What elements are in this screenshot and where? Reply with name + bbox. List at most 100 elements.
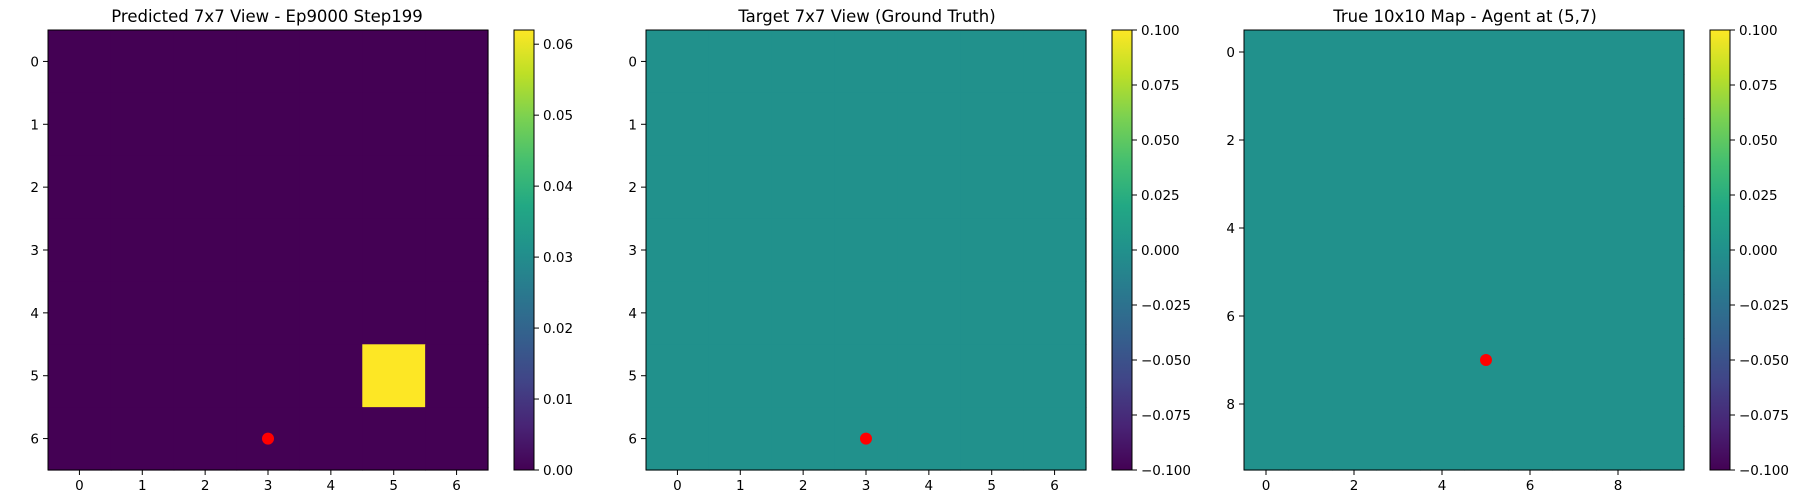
heatmap-cell (708, 92, 773, 157)
heatmap-cell (646, 30, 710, 94)
heatmap-cell (1420, 382, 1465, 427)
heatmap-cell (1288, 294, 1333, 339)
heatmap-cell (1288, 250, 1333, 295)
x-tick-label: 1 (736, 478, 745, 494)
panel-true-map-agent-marker (1480, 354, 1492, 366)
heatmap-cell (1332, 206, 1377, 251)
heatmap-cell (1420, 294, 1465, 339)
heatmap-cell (299, 30, 363, 94)
x-tick-label: 2 (1350, 478, 1359, 494)
colorbar-tick-label: 0.02 (543, 321, 573, 337)
heatmap-cell (1023, 281, 1087, 345)
heatmap-cell (425, 218, 489, 283)
heatmap-cell (425, 281, 489, 345)
x-tick-label: 6 (452, 478, 461, 494)
heatmap-cell (1596, 294, 1641, 339)
x-tick-label: 6 (1526, 478, 1535, 494)
heatmap-cell (1552, 382, 1597, 427)
heatmap-cell (1376, 294, 1421, 339)
heatmap-cell (897, 344, 961, 408)
heatmap-cell (110, 30, 175, 94)
heatmap-cell (897, 92, 961, 157)
heatmap-cell (1640, 162, 1685, 207)
heatmap-cell (362, 155, 426, 220)
heatmap-cell (646, 155, 710, 220)
x-tick-label: 0 (673, 478, 682, 494)
colorbar-tick-label: 0.050 (1141, 133, 1180, 149)
y-tick-label: 5 (628, 369, 637, 385)
x-tick-label: 4 (1438, 478, 1447, 494)
heatmap-cell (1420, 426, 1465, 471)
y-tick-label: 2 (628, 180, 637, 196)
heatmap-cell (425, 407, 489, 471)
colorbar-tick-label: −0.025 (1739, 298, 1789, 314)
heatmap-cell (708, 344, 773, 408)
heatmap-cell (708, 218, 773, 283)
heatmap-cell (1640, 338, 1685, 383)
heatmap-cell (1464, 382, 1509, 427)
heatmap-cell (1420, 162, 1465, 207)
heatmap-cell (1376, 250, 1421, 295)
heatmap-cell (960, 407, 1024, 471)
heatmap-cell (1376, 338, 1421, 383)
heatmap-cell (299, 92, 363, 157)
heatmap-cell (236, 218, 301, 283)
heatmap-cell (897, 30, 961, 94)
heatmap-cell (771, 344, 836, 408)
heatmap-cell (708, 155, 773, 220)
heatmap-cell (1023, 155, 1087, 220)
colorbar-tick-label: 0.000 (1141, 243, 1180, 259)
x-tick-label: 2 (799, 478, 808, 494)
panel-true-map: True 10x10 Map - Agent at (5,7) 0 2 4 6 8 0 2 4… (1226, 7, 1789, 494)
heatmap-cell (1376, 426, 1421, 471)
heatmap-cell (1023, 92, 1087, 157)
heatmap-cell (1508, 338, 1553, 383)
colorbar-tick-label: −0.025 (1141, 298, 1191, 314)
heatmap-cell (1288, 338, 1333, 383)
colorbar-tick-label: 0.100 (1141, 23, 1180, 39)
heatmap-cell (1288, 74, 1333, 119)
panel-target-colorbar-ticks: 0.100 0.075 0.050 0.025 0.000 −0.025 −0.050 −0.… (1132, 23, 1191, 479)
colorbar-tick-label: 0.03 (543, 250, 573, 266)
panel-target-ticks: 0 1 2 3 4 5 6 0 1 2 3 4 5 6 (628, 54, 1058, 494)
heatmap-cell (834, 30, 899, 94)
heatmap-cell (708, 281, 773, 345)
heatmap-cell (48, 155, 112, 220)
heatmap-cell (173, 218, 238, 283)
heatmap-cell (48, 30, 112, 94)
heatmap-cell (834, 155, 899, 220)
heatmap-cell (646, 92, 710, 157)
heatmap-cell (110, 344, 175, 408)
heatmap-cell (1464, 250, 1509, 295)
heatmap-cell (771, 30, 836, 94)
x-tick-label: 4 (925, 478, 934, 494)
heatmap-cell (1552, 206, 1597, 251)
heatmap-cell (425, 30, 489, 94)
heatmap-cell (1420, 118, 1465, 163)
heatmap-cell (1244, 118, 1289, 163)
heatmap-cell (897, 281, 961, 345)
heatmap-cell (960, 218, 1024, 283)
heatmap-cell (1596, 426, 1641, 471)
panel-true-map-frame (1243, 29, 1685, 471)
x-tick-label: 0 (1262, 478, 1271, 494)
heatmap-cell (1508, 74, 1553, 119)
heatmap-cell (425, 92, 489, 157)
heatmap-cell (960, 281, 1024, 345)
heatmap-cell (1420, 338, 1465, 383)
panel-target-title: Target 7x7 View (Ground Truth) (737, 7, 995, 26)
heatmap-cell (646, 281, 710, 345)
heatmap-cell (1640, 74, 1685, 119)
heatmap-cell (834, 218, 899, 283)
heatmap-cell (646, 407, 710, 471)
colorbar-tick-label: 0.00 (543, 463, 573, 479)
panel-predicted-cells (48, 30, 489, 471)
heatmap-cell (1332, 382, 1377, 427)
colorbar-tick-label: 0.025 (1141, 188, 1180, 204)
heatmap-cell (1288, 162, 1333, 207)
y-tick-label: 2 (30, 180, 39, 196)
heatmap-cell (236, 155, 301, 220)
heatmap-cell (1508, 30, 1553, 75)
heatmap-cell (1244, 206, 1289, 251)
heatmap-cell (1508, 206, 1553, 251)
